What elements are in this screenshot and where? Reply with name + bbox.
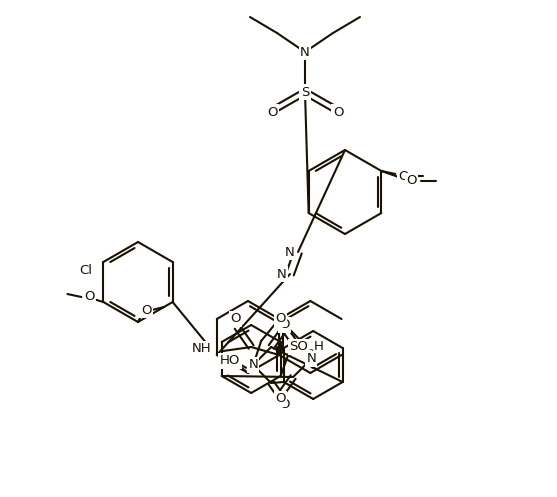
Text: Cl: Cl <box>79 263 92 276</box>
Text: O: O <box>141 304 152 317</box>
Text: HO: HO <box>220 354 240 367</box>
Text: O: O <box>267 105 277 118</box>
Text: O: O <box>275 393 285 406</box>
Text: O: O <box>230 313 241 326</box>
Text: ₃: ₃ <box>308 346 313 356</box>
Text: SO: SO <box>289 340 308 353</box>
Text: N: N <box>277 267 287 280</box>
Text: NH: NH <box>192 342 211 355</box>
Text: O: O <box>84 291 95 304</box>
Text: H: H <box>314 340 324 353</box>
Text: S: S <box>301 85 309 98</box>
Text: N: N <box>285 246 295 258</box>
Text: N: N <box>248 358 258 371</box>
Text: O: O <box>398 169 409 182</box>
Text: O: O <box>406 174 417 187</box>
Text: O: O <box>275 313 285 326</box>
Text: N: N <box>300 46 310 59</box>
Text: N: N <box>306 352 316 365</box>
Text: O: O <box>279 399 290 412</box>
Text: O: O <box>333 105 343 118</box>
Text: O: O <box>279 319 290 331</box>
